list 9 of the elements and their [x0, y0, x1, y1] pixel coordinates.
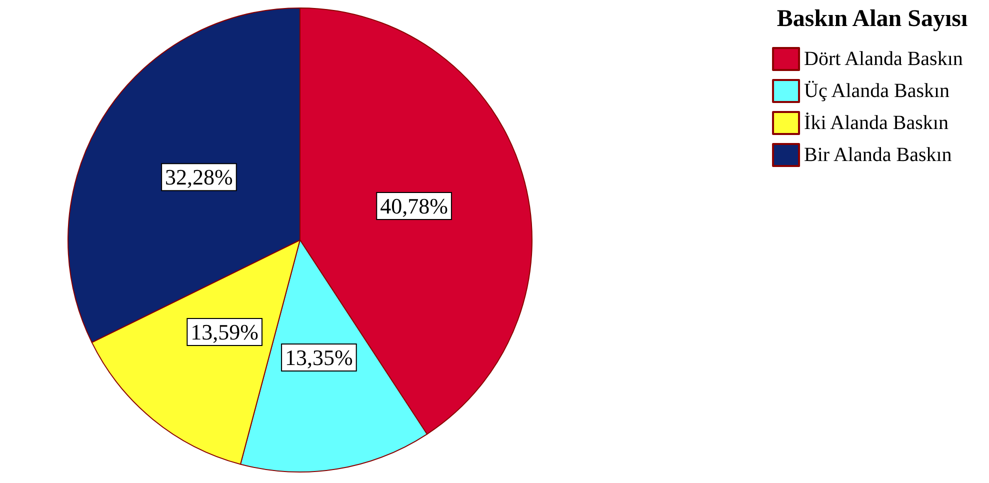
data-label: 13,35% [285, 344, 353, 370]
legend-label: İki Alanda Baskın [804, 112, 948, 134]
legend-label: Bir Alanda Baskın [804, 144, 952, 166]
legend-label: Dört Alanda Baskın [804, 48, 963, 70]
legend-title: Baskın Alan Sayısı [776, 6, 968, 32]
data-label: 13,59% [190, 320, 258, 345]
legend-label: Üç Alanda Baskın [804, 80, 950, 102]
data-label: 40,78% [380, 194, 448, 219]
data-label: 32,28% [165, 164, 233, 190]
